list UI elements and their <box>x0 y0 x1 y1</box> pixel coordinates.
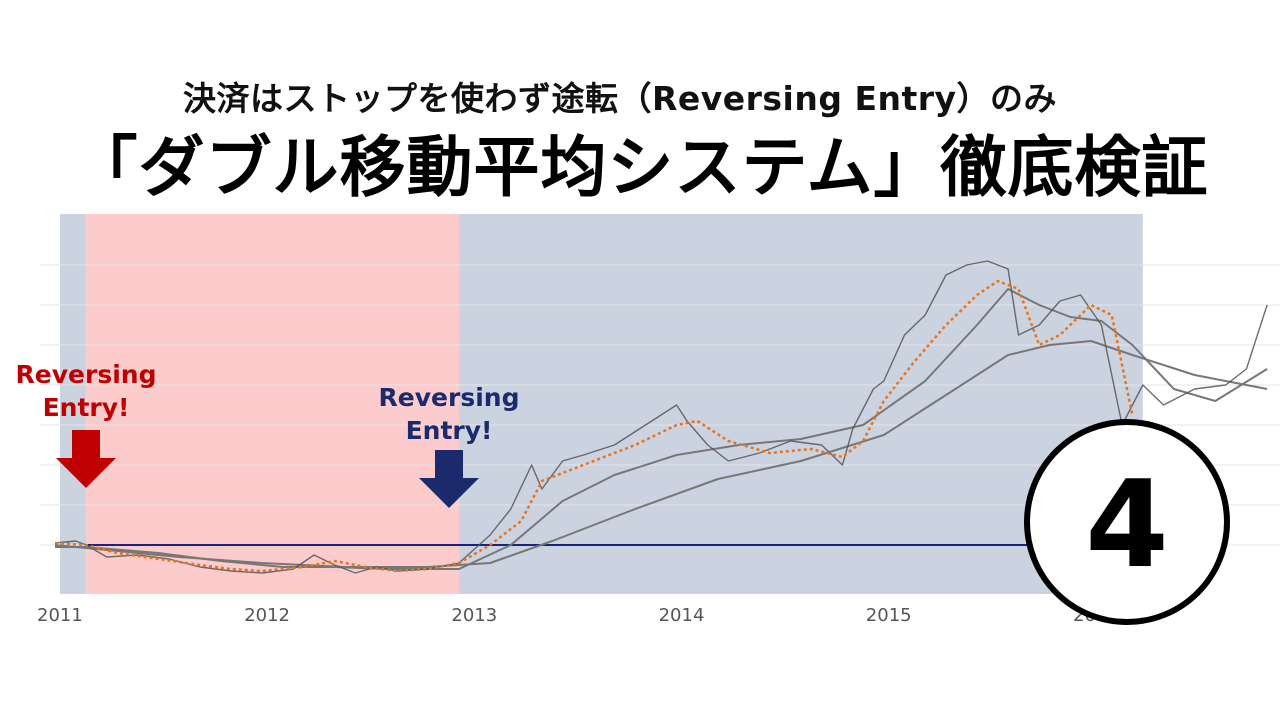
region-bands <box>60 214 1143 594</box>
right-callout-line1: Reversing <box>379 383 520 412</box>
right-arrow-icon <box>419 450 479 508</box>
x-tick-label: 2013 <box>451 605 497 626</box>
x-tick-label: 2011 <box>37 605 83 626</box>
right-callout-line2: Entry! <box>406 416 493 445</box>
x-tick-label: 2014 <box>659 605 705 626</box>
x-axis: 201120122013201420152016 <box>37 605 1119 626</box>
region-band-long <box>60 214 87 594</box>
region-band-short <box>86 214 460 594</box>
x-tick-label: 2012 <box>244 605 290 626</box>
subtitle: 決済はストップを使わず途転（Reversing Entry）のみ <box>182 79 1058 118</box>
left-arrow-icon <box>56 430 116 488</box>
left-callout-line2: Entry! <box>43 393 130 422</box>
series-slow-ma <box>54 340 1268 568</box>
series-layer <box>54 260 1268 574</box>
series-fast-ma <box>54 279 1134 573</box>
left-callout-line1: Reversing <box>16 360 157 389</box>
series-mid-ma <box>55 288 1268 570</box>
x-tick-label: 2015 <box>866 605 912 626</box>
page-title: 「ダブル移動平均システム」徹底検証 <box>71 129 1209 206</box>
gridlines <box>40 264 1280 546</box>
badge-circle <box>1024 419 1230 625</box>
badge-number: 4 <box>1085 456 1169 595</box>
